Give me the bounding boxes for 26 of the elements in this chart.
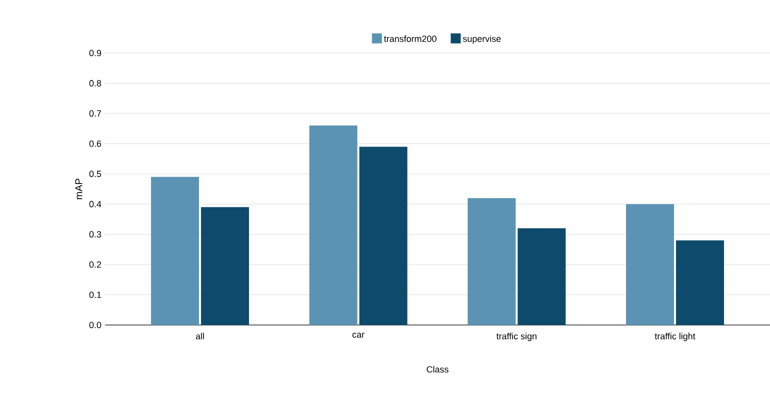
- legend-label: supervise: [462, 35, 501, 44]
- y-tick-label: 0.7: [89, 110, 102, 117]
- x-tick-label: traffic light: [654, 332, 696, 342]
- bar: [626, 204, 674, 325]
- x-tick-label: car: [352, 332, 364, 338]
- y-tick-label: 0.6: [89, 140, 102, 147]
- y-tick-label: 0.2: [89, 261, 102, 268]
- bar: [676, 240, 724, 325]
- x-tick-label: all: [196, 332, 204, 340]
- x-tick-label: traffic sign: [496, 332, 536, 342]
- x-axis-title: Class: [426, 366, 448, 373]
- y-tick-label: 0.9: [89, 50, 102, 56]
- bar: [518, 228, 566, 325]
- legend-label: transform200: [384, 35, 436, 42]
- bar: [309, 126, 358, 325]
- y-tick-label: 0.5: [89, 170, 102, 178]
- y-tick-label: 0.3: [89, 231, 102, 238]
- bar: [201, 207, 250, 325]
- bar: [359, 146, 408, 325]
- y-tick-label: 0.1: [89, 292, 102, 298]
- y-axis-title: mAP: [75, 178, 82, 200]
- y-tick-label: 0.8: [89, 80, 102, 86]
- y-tick-label: 0.0: [89, 322, 102, 328]
- y-tick-label: 0.4: [89, 200, 102, 208]
- bar: [151, 176, 200, 325]
- bar: [468, 198, 516, 325]
